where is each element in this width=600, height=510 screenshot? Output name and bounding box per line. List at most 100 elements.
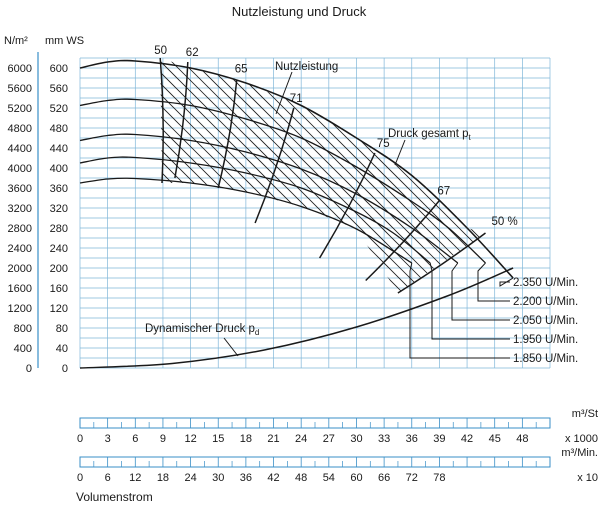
y-tick-left: 2400 <box>8 243 32 255</box>
efficiency-line <box>174 61 189 179</box>
scale-tick-label: 42 <box>267 472 279 484</box>
scale-tick-label: 48 <box>295 472 307 484</box>
hatch-line <box>579 40 600 370</box>
hatch-line <box>160 58 360 293</box>
y-tick-right: 240 <box>50 243 68 255</box>
speed-label: 2.350 U/Min. <box>513 277 578 289</box>
nutzleistung-pointer <box>275 71 293 115</box>
unit-pa: N/m² <box>4 35 28 47</box>
scale-tick-label: 12 <box>184 433 196 445</box>
scale-tick-label: 42 <box>461 433 473 445</box>
y-tick-right: 440 <box>50 143 68 155</box>
speed-leader <box>499 277 514 287</box>
y-tick-left: 6000 <box>8 63 32 75</box>
y-tick-left: 1600 <box>8 283 32 295</box>
y-tick-right: 200 <box>50 263 68 275</box>
scale-tick-label: 6 <box>105 472 111 484</box>
scale-tick-label: 0 <box>77 472 83 484</box>
hatch-line <box>160 58 283 293</box>
y-tick-right: 360 <box>50 183 68 195</box>
unit-mm: mm WS <box>45 35 84 47</box>
speed-leader <box>409 262 510 359</box>
scale-tick-label: 6 <box>132 433 138 445</box>
hatch-line <box>160 58 448 293</box>
hatch-line <box>182 58 486 293</box>
hatch-line <box>160 58 459 293</box>
y-tick-left: 5200 <box>8 103 32 115</box>
y-tick-left: 400 <box>14 343 32 355</box>
hatch-line <box>160 58 437 293</box>
y-tick-right: 160 <box>50 283 68 295</box>
scale-tick-label: 60 <box>350 472 362 484</box>
speed-label: 1.850 U/Min. <box>513 353 578 365</box>
speed-curves <box>79 59 514 359</box>
scale-tick-label: 54 <box>323 472 335 484</box>
hatch-line <box>160 58 294 293</box>
y-tick-left: 4800 <box>8 123 32 135</box>
scale-tick-label: 18 <box>240 433 252 445</box>
scale-tick-label: 21 <box>267 433 279 445</box>
y-tick-right: 0 <box>62 363 68 375</box>
speed-leader <box>429 262 510 340</box>
scale-tick-label: 27 <box>323 433 335 445</box>
speed-labels: 2.350 U/Min. 2.200 U/Min. 2.050 U/Min. 1.95… <box>513 277 578 365</box>
scale-tick-label: 9 <box>160 433 166 445</box>
scale-tick-label: 45 <box>489 433 501 445</box>
efficiency-label: 67 <box>437 186 450 198</box>
scale-tick-label: 0 <box>77 433 83 445</box>
druck-gesamt-pointer <box>394 139 406 166</box>
hatch-line <box>160 58 415 293</box>
y-tick-right: 120 <box>50 303 68 315</box>
hatch-line <box>160 58 481 293</box>
dynamic-pressure-curve <box>79 267 514 369</box>
hatch-line <box>0 40 7 370</box>
y-ticks-right: 6005605204804404003603202802402001601208… <box>50 63 68 375</box>
scale-tick-label: 3 <box>105 433 111 445</box>
scale-tick-label: 12 <box>129 472 141 484</box>
y-tick-right: 400 <box>50 163 68 175</box>
hatch-line <box>160 58 486 293</box>
scale-tick-label: 24 <box>295 433 307 445</box>
hatch-line <box>171 58 486 293</box>
scale-tick-label: 30 <box>212 472 224 484</box>
dynamic-pressure-label: Dynamischer Druck pd <box>145 323 259 337</box>
hatch-line <box>590 40 600 370</box>
scale-tick-label: 36 <box>240 472 252 484</box>
speed-curve <box>79 59 514 279</box>
y-tick-left: 0 <box>26 363 32 375</box>
nutzleistung-label: Nutzleistung <box>275 61 338 73</box>
scale-tick-label: 39 <box>433 433 445 445</box>
speed-curve <box>79 177 413 264</box>
druck-gesamt-label: Druck gesamt pt <box>388 128 472 142</box>
scale-tick-label: 18 <box>157 472 169 484</box>
scale-m3-min-unit: m³/Min. <box>561 447 598 459</box>
efficiency-label: 65 <box>235 64 248 76</box>
y-tick-right: 600 <box>50 63 68 75</box>
x-scale-m3-min: 0 6 12 18 24 30 36 42 48 54 60 66 72 78 m³/Min. x 10 <box>77 447 598 484</box>
y-tick-left: 3600 <box>8 183 32 195</box>
y-tick-right: 80 <box>56 323 68 335</box>
efficiency-line <box>365 200 440 282</box>
chart-title: Nutzleistung und Druck <box>232 4 367 19</box>
scale-m3-st-multiplier: x 1000 <box>565 433 598 445</box>
scale-m3-st-unit: m³/St <box>572 408 598 420</box>
y-tick-right: 40 <box>56 343 68 355</box>
hatch-line <box>193 58 486 293</box>
speed-leader <box>451 262 510 321</box>
y-tick-left: 5600 <box>8 83 32 95</box>
hatch-line <box>160 58 305 293</box>
hatch-line <box>204 58 486 293</box>
y-tick-right: 320 <box>50 203 68 215</box>
speed-curve <box>79 98 486 264</box>
scale-tick-label: 36 <box>406 433 418 445</box>
efficiency-line <box>254 107 295 224</box>
speed-label: 1.950 U/Min. <box>513 334 578 346</box>
y-tick-left: 800 <box>14 323 32 335</box>
scale-tick-label: 48 <box>516 433 528 445</box>
y-tick-left: 3200 <box>8 203 32 215</box>
efficiency-label: 50 <box>154 45 167 57</box>
scale-tick-label: 66 <box>378 472 390 484</box>
grid <box>79 57 551 369</box>
